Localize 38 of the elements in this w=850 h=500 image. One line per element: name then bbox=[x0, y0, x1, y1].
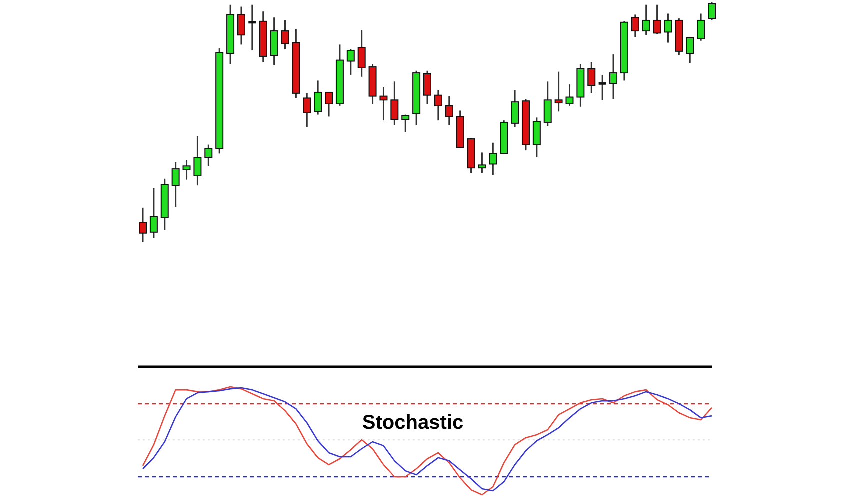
candlestick bbox=[598, 74, 606, 101]
candlestick bbox=[697, 13, 706, 42]
candlestick bbox=[281, 20, 290, 50]
candlestick bbox=[402, 114, 410, 134]
candlestick bbox=[489, 142, 498, 176]
candlestick bbox=[554, 71, 563, 112]
candlestick bbox=[478, 152, 486, 174]
candlestick bbox=[511, 90, 520, 128]
candlestick bbox=[532, 116, 541, 158]
candlestick bbox=[631, 14, 640, 38]
candlestick bbox=[139, 207, 147, 243]
candlestick bbox=[566, 84, 574, 107]
candlestick bbox=[445, 96, 454, 126]
candlestick bbox=[237, 6, 246, 46]
candlestick bbox=[653, 4, 662, 35]
candlestick bbox=[424, 70, 432, 105]
candlestick bbox=[248, 4, 256, 52]
candlestick bbox=[172, 162, 180, 208]
candlestick bbox=[303, 92, 312, 128]
candlestick bbox=[380, 86, 388, 122]
candlestick bbox=[588, 61, 596, 94]
candlestick bbox=[194, 135, 202, 186]
candlestick bbox=[708, 1, 716, 22]
candlestick bbox=[544, 80, 552, 128]
candlestick bbox=[346, 48, 355, 76]
candlestick bbox=[664, 13, 672, 44]
candlestick bbox=[610, 54, 618, 100]
candlestick bbox=[325, 92, 334, 118]
candlestick bbox=[314, 80, 322, 116]
candlestick bbox=[150, 188, 158, 239]
candlestick bbox=[642, 4, 650, 36]
text: Stochastic bbox=[362, 412, 464, 434]
candlestick bbox=[686, 36, 694, 64]
candlestick bbox=[204, 144, 213, 167]
candlestick bbox=[358, 29, 366, 78]
candlestick bbox=[434, 90, 442, 122]
candlestick bbox=[390, 80, 399, 126]
candlestick bbox=[182, 160, 191, 181]
